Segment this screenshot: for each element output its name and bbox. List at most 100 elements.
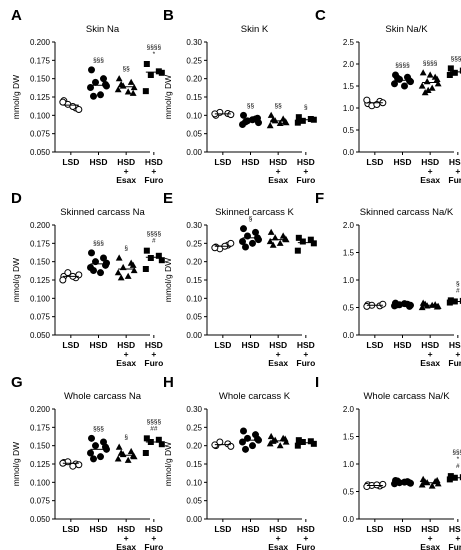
data-point xyxy=(117,449,125,456)
data-point xyxy=(97,269,104,277)
data-point xyxy=(433,303,441,310)
group-lsd: LSD xyxy=(363,300,387,350)
panel-title: Skin Na xyxy=(86,24,120,35)
significance-mark: * xyxy=(457,456,460,463)
group-hsd-esax: HSD+Esax § xyxy=(114,245,138,368)
data-point xyxy=(428,482,436,489)
y-tick-label: 0.125 xyxy=(30,276,51,285)
y-tick-label: 0.200 xyxy=(30,38,51,47)
y-tick-label: 2.0 xyxy=(343,60,355,69)
group-hsd-esax: HSD+Esax xyxy=(418,475,442,550)
x-tick-label: LSD xyxy=(366,524,383,534)
panel-F: F Skinned carcass Na/K 0.0 0.5 1.0 1.5 2.0 LSD H… xyxy=(315,190,461,368)
y-tick-label: 0.175 xyxy=(30,239,51,248)
significance-mark: §§§ xyxy=(452,449,461,456)
x-tick-label: Esax xyxy=(420,175,440,185)
x-tick-label: HSD xyxy=(117,340,135,350)
x-tick-label: + xyxy=(276,349,281,359)
group-hsd-esax: HSD+Esax xyxy=(418,299,442,368)
group-hsd-furo: HSD+Furo § xyxy=(294,104,317,185)
group-hsd: HSD §§§ xyxy=(87,425,110,534)
data-point xyxy=(64,269,72,277)
y-tick-label: 0.050 xyxy=(30,331,51,340)
x-tick-label: HSD xyxy=(449,524,461,534)
data-point xyxy=(406,479,413,487)
data-point xyxy=(75,271,83,279)
y-axis-label: mmol/g DW xyxy=(11,75,21,119)
x-tick-label: HSD xyxy=(449,340,461,350)
group-hsd-furo: HSD+Furo xyxy=(294,234,317,368)
x-tick-label: Esax xyxy=(268,358,288,368)
group-lsd: LSD xyxy=(211,438,235,534)
data-point xyxy=(92,442,99,450)
significance-mark: * xyxy=(153,51,156,58)
data-point xyxy=(59,98,67,106)
data-point xyxy=(421,89,429,96)
panel-label: C xyxy=(315,7,326,24)
data-point xyxy=(266,237,274,245)
group-hsd-esax: HSD+Esax § xyxy=(114,434,138,550)
group-hsd-esax: HSD+Esax §§ xyxy=(266,102,290,185)
data-point xyxy=(447,473,454,480)
y-tick-label: 2.0 xyxy=(343,221,355,230)
x-tick-label: Esax xyxy=(268,175,288,185)
data-point xyxy=(299,117,306,124)
group-hsd-furo: HSD+Furo *§§§§ xyxy=(142,44,165,185)
x-tick-label: + xyxy=(151,349,156,359)
x-tick-label: LSD xyxy=(366,157,383,167)
x-tick-label: HSD xyxy=(394,340,412,350)
x-tick-label: LSD xyxy=(62,340,79,350)
x-tick-label: HSD xyxy=(90,340,108,350)
y-tick-label: 0.10 xyxy=(186,111,202,120)
group-hsd-esax: HSD+Esax xyxy=(266,228,290,368)
group-hsd-furo: HSD+Furo xyxy=(294,437,317,550)
data-point xyxy=(147,72,154,78)
data-point xyxy=(142,266,149,272)
data-point xyxy=(433,476,441,484)
y-tick-label: 0.0 xyxy=(343,148,355,157)
panel-title: Skin K xyxy=(241,24,269,35)
y-tick-label: 0.125 xyxy=(30,460,51,469)
y-tick-label: 0.050 xyxy=(30,515,51,524)
data-point xyxy=(269,241,277,248)
x-tick-label: Furo xyxy=(448,542,461,550)
data-point xyxy=(142,88,149,95)
y-tick-label: 0.200 xyxy=(30,221,51,230)
data-point xyxy=(434,480,442,487)
group-hsd: HSD § xyxy=(239,216,262,350)
panel-label: G xyxy=(11,374,23,391)
data-point xyxy=(69,103,77,111)
y-tick-label: 0.15 xyxy=(186,276,202,285)
y-tick-label: 0.175 xyxy=(30,56,51,65)
data-point xyxy=(158,441,165,448)
y-tick-label: 0.050 xyxy=(30,148,51,157)
data-point xyxy=(240,111,247,119)
data-point xyxy=(267,228,275,235)
y-tick-label: 1.0 xyxy=(343,104,355,113)
panel-B: B Skin K 0.00 0.05 0.10 0.15 0.20 0.25 0.30 mmol/… xyxy=(163,7,317,185)
significance-mark: § xyxy=(124,245,128,252)
data-point xyxy=(267,111,275,118)
group-hsd: HSD xyxy=(391,477,414,534)
data-point xyxy=(363,96,371,104)
x-tick-label: + xyxy=(428,166,433,176)
data-point xyxy=(59,276,67,284)
y-tick-label: 0.150 xyxy=(30,442,51,451)
data-point xyxy=(446,72,453,78)
data-point xyxy=(102,261,109,269)
x-tick-label: + xyxy=(276,166,281,176)
x-tick-label: + xyxy=(124,349,129,359)
y-tick-label: 1.5 xyxy=(343,249,355,258)
data-point xyxy=(240,427,247,435)
panel-G: G Whole carcass Na 0.050 0.075 0.100 0.125 0.1… xyxy=(11,374,165,550)
x-tick-label: Furo xyxy=(296,542,315,550)
data-point xyxy=(129,89,137,96)
data-point xyxy=(115,254,123,261)
data-point xyxy=(419,69,427,76)
x-tick-label: HSD xyxy=(421,524,439,534)
y-tick-label: 0.150 xyxy=(30,75,51,84)
x-tick-label: + xyxy=(303,533,308,543)
y-axis-label: mmol/g DW xyxy=(163,258,173,302)
y-tick-label: 0.05 xyxy=(186,497,202,506)
